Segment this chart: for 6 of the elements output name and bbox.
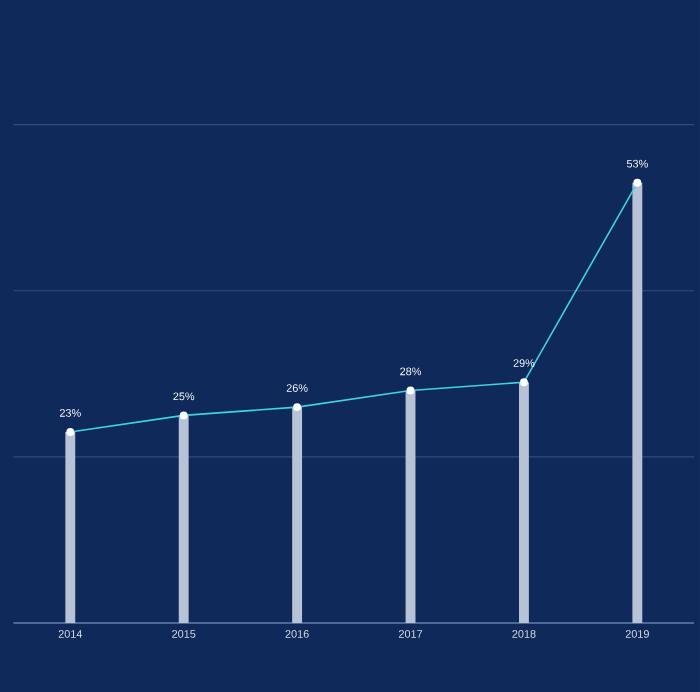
bar	[178, 415, 189, 623]
bar	[292, 406, 303, 623]
bar	[632, 182, 643, 623]
bar	[519, 382, 529, 623]
bar	[405, 390, 416, 623]
bar	[65, 431, 76, 623]
